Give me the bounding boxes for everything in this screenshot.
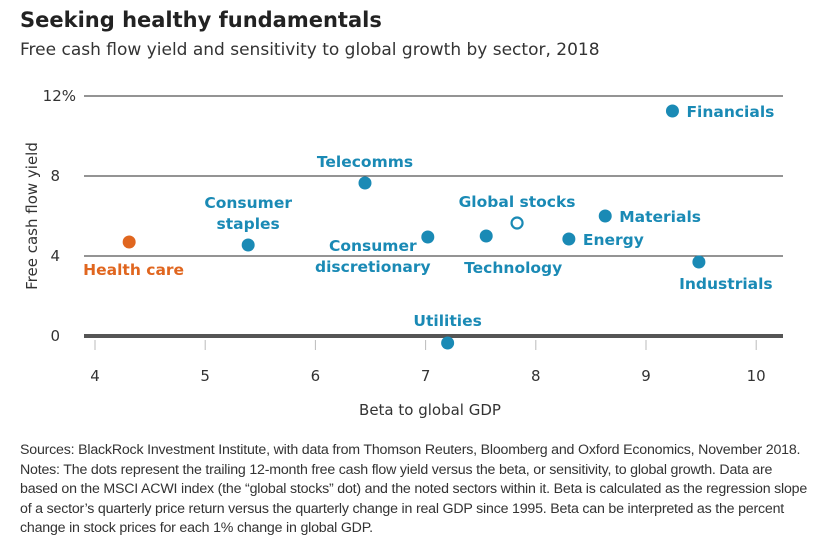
x-tick-label: 9 bbox=[641, 367, 651, 385]
scatter-chart: 0 4 8 12% 4 5 6 7 8 9 10 Beta to global GDP Free cas… bbox=[23, 87, 783, 419]
point-consumer-discretionary bbox=[421, 230, 435, 244]
point-label-consumer-staples: staples bbox=[217, 215, 280, 233]
y-axis-label: Free cash flow yield bbox=[23, 142, 41, 290]
point-label-utilities: Utilities bbox=[413, 312, 481, 330]
point-label-consumer-discretionary: Consumer bbox=[329, 237, 417, 255]
point-technology bbox=[479, 229, 493, 243]
point-label-consumer-discretionary: discretionary bbox=[315, 258, 431, 276]
y-tick-label: 8 bbox=[50, 167, 60, 185]
point-label-materials: Materials bbox=[619, 208, 701, 226]
x-tick-label: 10 bbox=[747, 367, 766, 385]
point-financials bbox=[665, 104, 679, 118]
point-consumer-staples bbox=[241, 238, 255, 252]
chart-subtitle: Free cash flow yield and sensitivity to … bbox=[20, 40, 600, 60]
point-industrials bbox=[692, 255, 706, 269]
y-tick-label: 0 bbox=[50, 327, 60, 345]
source-notes: Sources: BlackRock Investment Institute,… bbox=[20, 442, 808, 536]
point-label-telecomms: Telecomms bbox=[317, 153, 413, 171]
y-tick-label: 12% bbox=[43, 87, 76, 105]
point-health-care bbox=[122, 235, 136, 249]
point-materials bbox=[598, 209, 612, 223]
x-tick-label: 4 bbox=[90, 367, 100, 385]
point-label-energy: Energy bbox=[583, 231, 644, 249]
point-telecomms bbox=[358, 176, 372, 190]
point-label-health-care: Health care bbox=[83, 261, 184, 279]
chart-title: Seeking healthy fundamentals bbox=[20, 8, 382, 32]
point-label-consumer-staples: Consumer bbox=[204, 194, 292, 212]
x-tick-label: 7 bbox=[421, 367, 431, 385]
point-label-industrials: Industrials bbox=[679, 275, 773, 293]
point-label-global-stocks: Global stocks bbox=[459, 193, 576, 211]
x-tick-label: 6 bbox=[311, 367, 321, 385]
x-tick-label: 8 bbox=[531, 367, 541, 385]
y-tick-label: 4 bbox=[50, 247, 60, 265]
point-utilities bbox=[441, 336, 455, 350]
point-global-stocks bbox=[510, 216, 524, 230]
point-label-technology: Technology bbox=[464, 259, 562, 277]
x-axis-label: Beta to global GDP bbox=[359, 401, 501, 419]
point-energy bbox=[562, 232, 576, 246]
point-label-financials: Financials bbox=[686, 103, 774, 121]
x-tick-label: 5 bbox=[200, 367, 210, 385]
